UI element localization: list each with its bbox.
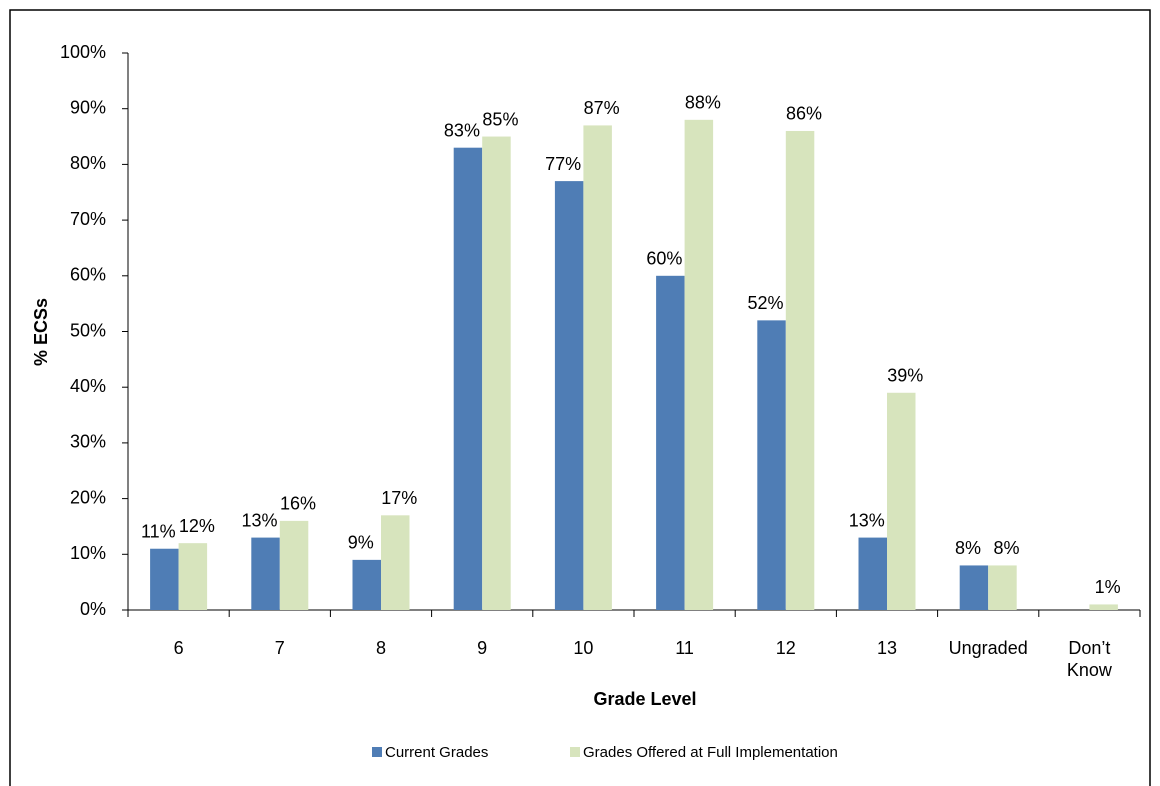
data-label: 11% — [141, 521, 176, 541]
y-tick-label: 10% — [70, 543, 106, 563]
bar — [453, 147, 483, 610]
bar — [757, 320, 786, 610]
y-tick-label: 20% — [70, 487, 106, 507]
data-label: 12% — [179, 516, 215, 536]
bar — [150, 548, 179, 610]
y-tick-label: 40% — [70, 376, 106, 396]
bar — [656, 275, 685, 610]
bar — [554, 181, 584, 611]
y-tick-label: 30% — [70, 432, 106, 452]
bar — [1089, 604, 1118, 610]
data-label: 9% — [348, 533, 374, 553]
y-tick-label: 90% — [70, 97, 106, 117]
data-label: 85% — [482, 109, 518, 129]
data-label: 8% — [955, 538, 981, 558]
legend-label: Grades Offered at Full Implementation — [583, 744, 838, 761]
data-label: 8% — [993, 538, 1019, 558]
frame — [9, 9, 1151, 786]
x-axis-title: Grade Level — [593, 689, 696, 709]
data-label: 1% — [1095, 577, 1121, 597]
data-label: 13% — [242, 510, 278, 530]
y-tick-label: 100% — [60, 42, 106, 62]
data-label: 52% — [748, 293, 784, 313]
bar — [684, 119, 714, 610]
y-tick-label: 80% — [70, 153, 106, 173]
legend-swatch — [570, 747, 580, 757]
x-tick-label: 12 — [775, 638, 796, 658]
bar — [352, 559, 381, 610]
legend-swatch — [372, 747, 382, 757]
x-tick-label: 7 — [274, 638, 285, 658]
bar — [988, 565, 1017, 610]
x-tick-label: 6 — [173, 638, 184, 658]
x-tick-label: 11 — [675, 638, 694, 658]
bar — [381, 515, 410, 610]
bar — [858, 537, 887, 610]
data-label: 39% — [887, 366, 923, 386]
legend-label: Current Grades — [385, 744, 488, 761]
data-label: 77% — [545, 154, 581, 174]
bar — [279, 520, 309, 610]
bar — [482, 136, 511, 611]
x-tick-label: 8 — [375, 638, 386, 658]
x-tick-label: Ungraded — [948, 638, 1028, 658]
data-label: 16% — [280, 494, 316, 514]
bar — [785, 130, 815, 611]
y-tick-label: 60% — [70, 265, 106, 285]
x-tick-label: 10 — [573, 638, 594, 658]
y-tick-label: 50% — [70, 320, 106, 340]
y-tick-label: 0% — [80, 599, 106, 619]
x-tick-label: 13 — [876, 638, 898, 658]
data-label: 87% — [584, 98, 620, 118]
data-label: 88% — [685, 93, 721, 113]
x-tick-label: Don’t Know — [1066, 638, 1112, 680]
data-label: 13% — [849, 510, 885, 530]
data-label: 86% — [786, 104, 822, 124]
y-axis-title: % ECSs — [31, 298, 51, 366]
data-label: 83% — [444, 120, 480, 140]
data-label: 17% — [381, 488, 417, 508]
data-label: 60% — [646, 249, 682, 269]
y-tick-label: 70% — [70, 209, 106, 229]
bar — [178, 543, 208, 610]
bar — [887, 392, 916, 610]
bar — [959, 565, 989, 610]
bar — [251, 537, 280, 610]
x-tick-label: 9 — [477, 638, 488, 658]
bar — [583, 125, 612, 610]
